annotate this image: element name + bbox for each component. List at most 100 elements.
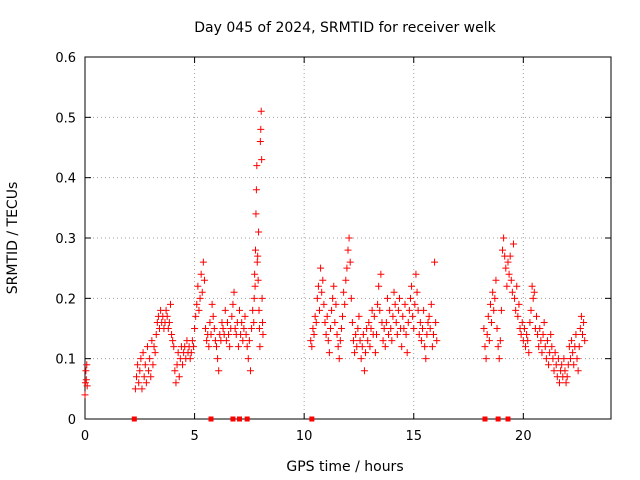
data-point	[257, 125, 265, 133]
data-point	[234, 343, 242, 351]
data-point	[206, 318, 214, 326]
data-point	[570, 361, 578, 369]
data-point	[133, 373, 141, 381]
data-point	[486, 300, 494, 308]
data-point	[145, 367, 153, 375]
data-point	[545, 361, 553, 369]
data-point	[540, 318, 548, 326]
data-point	[186, 355, 194, 363]
data-point	[83, 361, 91, 369]
data-point	[146, 355, 154, 363]
data-point	[360, 367, 368, 375]
data-point	[335, 355, 343, 363]
data-point	[340, 288, 348, 296]
data-point	[209, 312, 217, 320]
data-point	[226, 343, 234, 351]
data-point	[393, 331, 401, 339]
data-point	[573, 355, 581, 363]
data-point	[149, 361, 157, 369]
data-point	[527, 306, 535, 314]
data-point	[403, 349, 411, 357]
data-point	[401, 300, 409, 308]
data-point	[372, 331, 380, 339]
data-point	[512, 306, 520, 314]
x-tick-label: 15	[405, 429, 422, 444]
data-point	[432, 318, 440, 326]
data-point	[136, 367, 144, 375]
data-point	[537, 337, 545, 345]
data-point	[379, 337, 387, 345]
grid	[85, 57, 611, 419]
data-point	[568, 337, 576, 345]
data-point	[332, 300, 340, 308]
data-point	[81, 391, 89, 399]
data-point	[251, 282, 259, 290]
data-point	[231, 325, 239, 332]
data-point	[489, 288, 497, 296]
data-point	[410, 325, 418, 332]
data-point	[529, 294, 537, 302]
data-point	[213, 343, 220, 351]
data-point	[347, 294, 355, 302]
data-point	[405, 306, 413, 314]
data-point	[525, 349, 533, 357]
data-point	[492, 276, 500, 284]
data-point	[205, 343, 213, 351]
data-point	[82, 367, 90, 375]
zero-marker	[482, 416, 488, 422]
data-point	[351, 349, 359, 357]
data-point	[333, 331, 341, 339]
data-point	[488, 318, 496, 326]
y-tick-label: 0.2	[55, 292, 76, 307]
zero-marker	[208, 416, 214, 422]
data-point	[243, 343, 251, 351]
data-point	[140, 373, 148, 381]
data-point	[577, 312, 585, 320]
data-point	[382, 318, 390, 326]
data-point	[349, 337, 357, 345]
data-point	[496, 337, 504, 345]
data-point	[137, 355, 145, 363]
data-point	[255, 325, 263, 332]
data-point	[518, 318, 526, 326]
data-point	[548, 343, 556, 351]
data-point	[513, 282, 521, 290]
data-point	[394, 306, 402, 314]
data-point	[480, 325, 488, 332]
data-point	[328, 306, 336, 314]
data-point	[523, 331, 531, 339]
data-point	[359, 331, 367, 339]
data-point	[334, 343, 342, 351]
data-point	[391, 300, 399, 308]
data-point	[343, 264, 351, 272]
data-point	[526, 318, 534, 326]
data-point	[168, 331, 176, 339]
data-point	[199, 258, 207, 266]
data-point	[331, 318, 339, 326]
data-point	[547, 331, 555, 339]
data-point	[250, 318, 258, 326]
data-point	[494, 343, 502, 351]
data-point	[374, 300, 382, 308]
y-tick-label: 0.1	[55, 353, 76, 368]
data-point	[249, 306, 257, 314]
y-tick-label: 0.4	[55, 172, 76, 187]
data-point	[483, 331, 491, 339]
data-point	[252, 186, 260, 194]
zero-marker	[244, 416, 250, 422]
data-point	[574, 367, 582, 375]
x-tick-label: 20	[515, 429, 532, 444]
data-point	[151, 349, 159, 357]
data-point	[367, 325, 375, 332]
data-point	[131, 385, 139, 393]
data-point	[539, 331, 547, 339]
data-point	[342, 276, 350, 284]
data-point	[141, 361, 149, 369]
data-point	[368, 306, 376, 314]
data-point	[400, 325, 408, 332]
data-point	[221, 306, 229, 314]
data-point	[251, 270, 259, 278]
data-point	[324, 337, 332, 345]
y-tick-label: 0.6	[55, 51, 76, 66]
data-point	[381, 343, 389, 351]
